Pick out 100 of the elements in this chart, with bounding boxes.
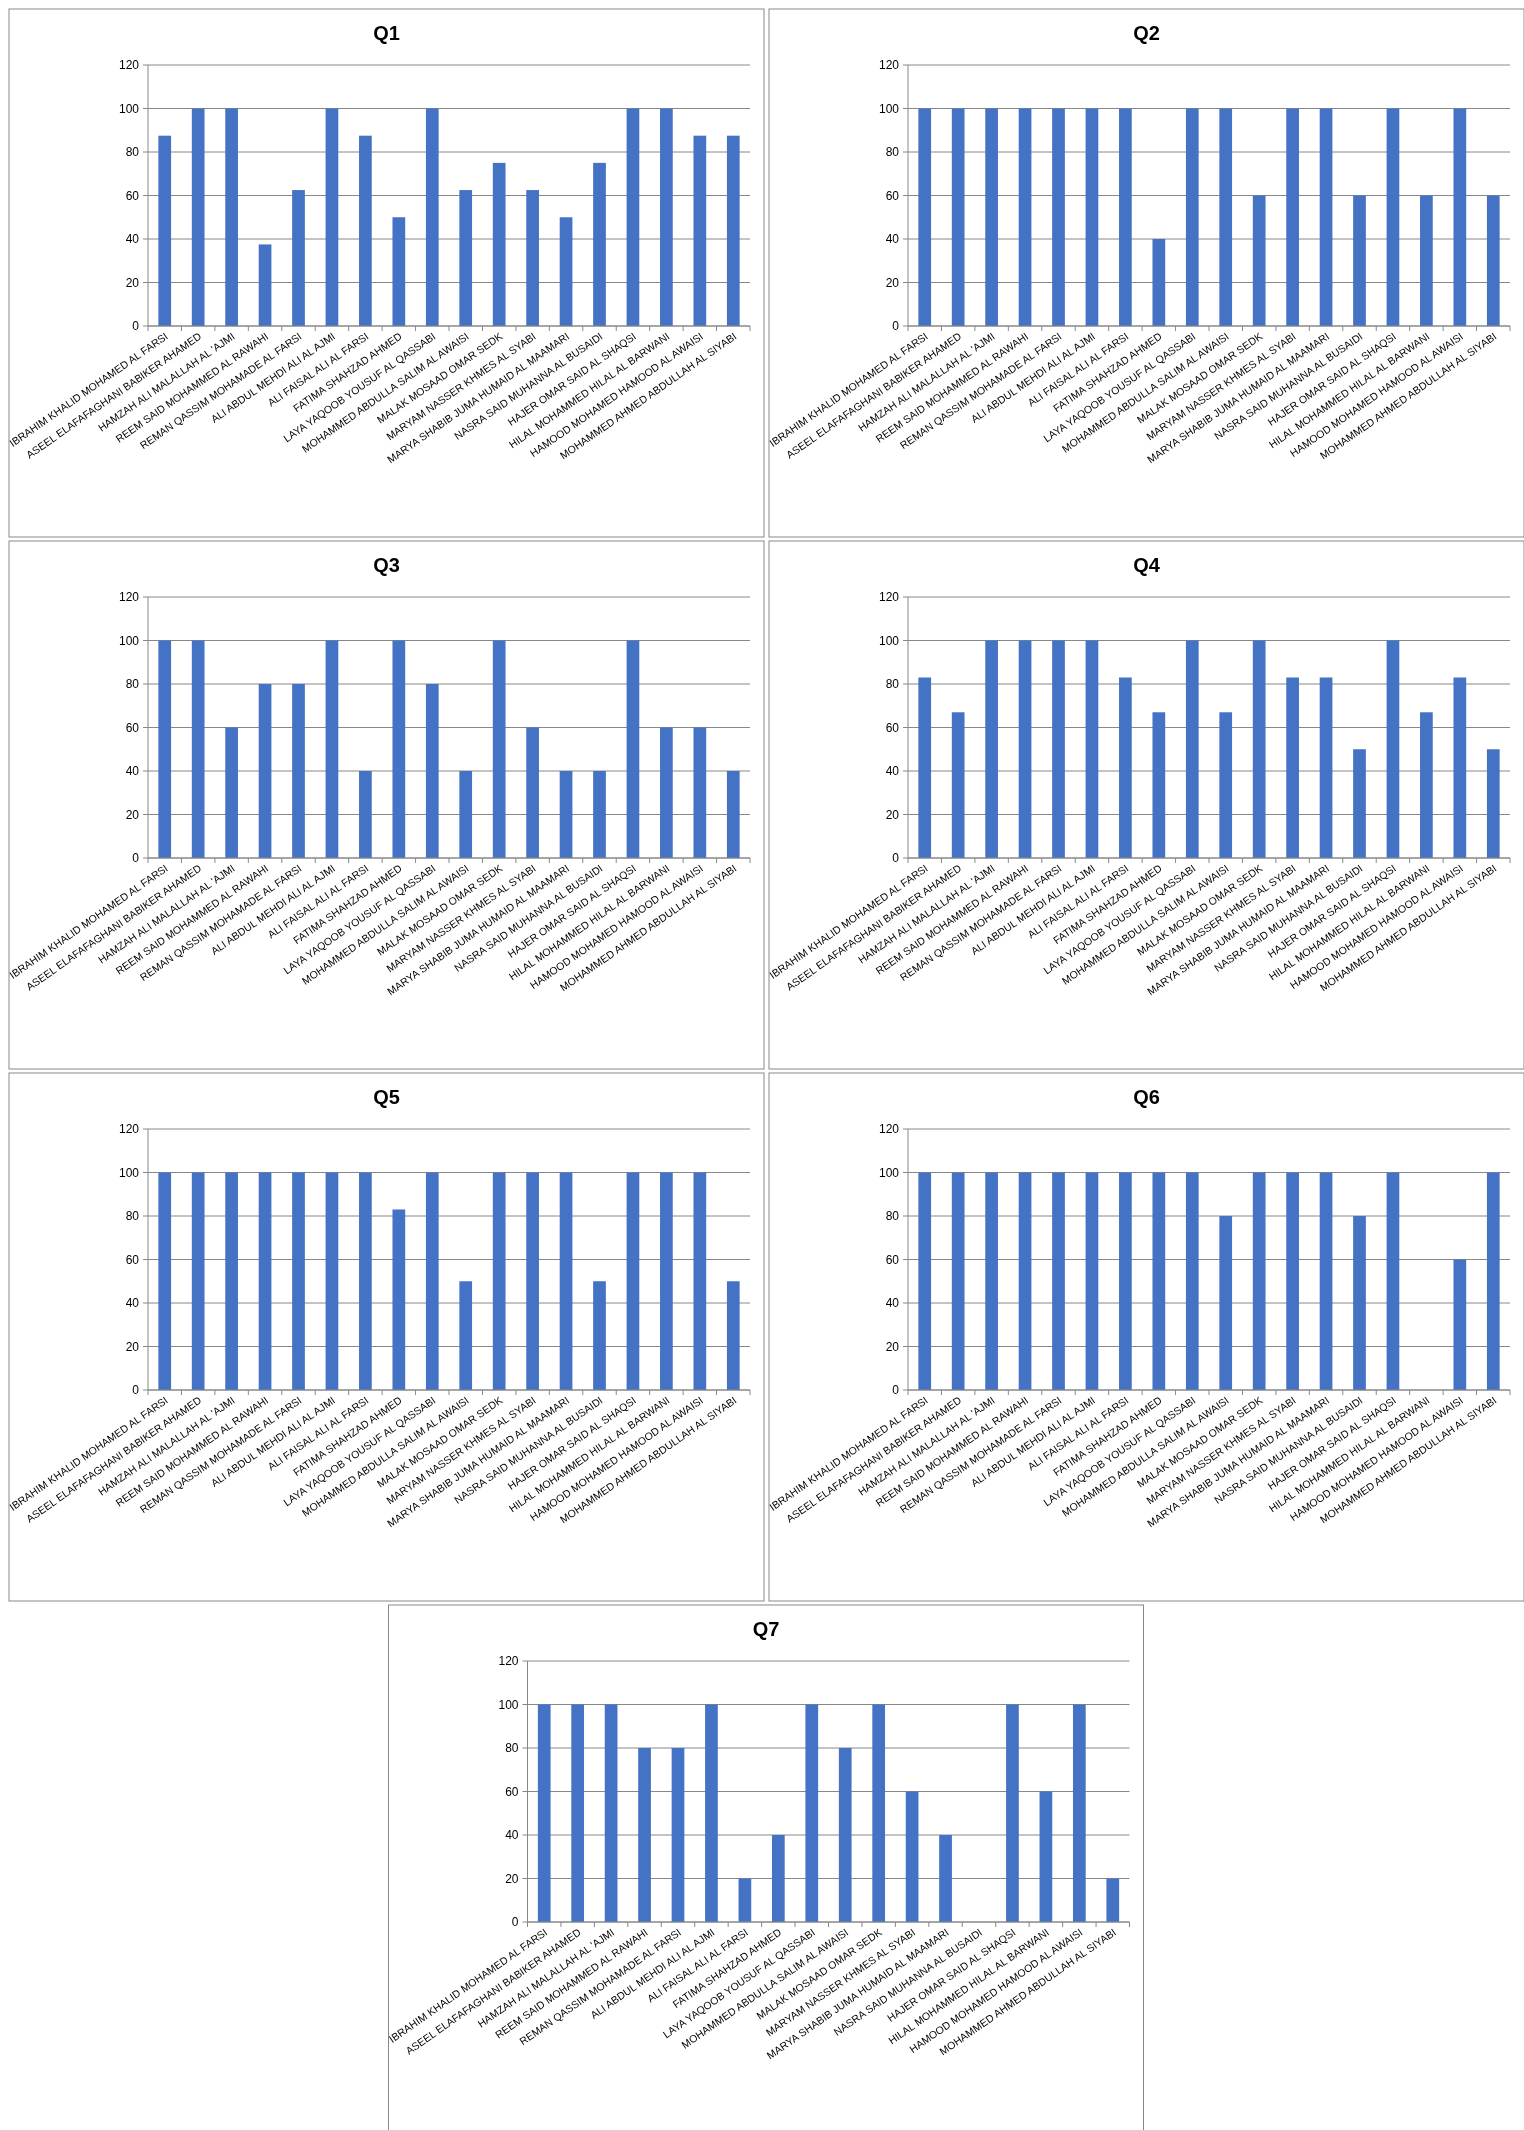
bar <box>1353 195 1366 326</box>
chart-title: Q3 <box>373 554 400 576</box>
y-tick-label: 40 <box>885 764 900 779</box>
bar <box>1152 239 1166 326</box>
bar <box>1219 108 1233 326</box>
y-tick-label: 120 <box>118 1122 140 1137</box>
y-tick-label: 40 <box>885 232 900 247</box>
y-tick-label: 100 <box>878 1165 900 1180</box>
bar <box>258 244 272 326</box>
y-tick-label: 0 <box>511 1915 519 1930</box>
y-tick-label: 100 <box>118 633 140 648</box>
y-tick-label: 40 <box>125 1296 140 1311</box>
bar <box>1052 1172 1065 1390</box>
bar <box>1353 749 1366 858</box>
y-tick-label: 0 <box>892 851 900 866</box>
y-tick-label: 40 <box>505 1828 519 1843</box>
bar <box>1453 677 1467 858</box>
bar <box>771 1835 785 1922</box>
bar <box>1319 108 1333 326</box>
bar <box>559 1172 573 1390</box>
y-tick-label: 60 <box>505 1784 519 1799</box>
y-tick-label: 80 <box>885 677 900 692</box>
bar <box>425 684 439 858</box>
bar <box>593 771 606 858</box>
bar <box>1420 195 1433 326</box>
bar <box>526 727 539 858</box>
bar <box>918 1172 932 1390</box>
bar <box>1386 1172 1400 1390</box>
bar <box>905 1791 919 1922</box>
bar <box>492 1172 506 1390</box>
y-tick-label: 20 <box>885 807 900 822</box>
chart-title: Q6 <box>1133 1086 1160 1108</box>
bar <box>325 640 339 858</box>
bar <box>225 727 238 858</box>
y-tick-label: 80 <box>125 145 140 160</box>
bar <box>425 108 439 326</box>
bar <box>1119 677 1132 858</box>
bar <box>425 1172 439 1390</box>
bar <box>258 1172 272 1390</box>
bar <box>1018 640 1032 858</box>
bar <box>258 684 272 858</box>
bar <box>951 712 965 858</box>
bar <box>1018 108 1032 326</box>
bar <box>1152 712 1166 858</box>
y-tick-label: 20 <box>125 275 140 290</box>
bar <box>1252 640 1266 858</box>
bar <box>1085 640 1099 858</box>
chart-title: Q5 <box>373 1086 400 1108</box>
bar <box>392 1209 406 1390</box>
bar <box>985 1172 998 1390</box>
bar <box>1185 640 1199 858</box>
bar <box>158 1172 172 1390</box>
y-tick-label: 80 <box>885 145 900 160</box>
bar <box>985 640 998 858</box>
bar <box>1286 1172 1299 1390</box>
bar <box>526 1172 539 1390</box>
y-tick-label: 80 <box>125 1209 140 1224</box>
bar <box>158 135 172 326</box>
bar <box>1252 195 1266 326</box>
bar <box>951 1172 965 1390</box>
bar <box>626 640 640 858</box>
bar <box>626 108 640 326</box>
bar <box>1018 1172 1032 1390</box>
bar <box>292 1172 305 1390</box>
bar <box>660 727 673 858</box>
bar <box>838 1748 852 1922</box>
bar <box>805 1704 819 1922</box>
bar <box>191 1172 205 1390</box>
bar <box>693 135 707 326</box>
y-tick-label: 0 <box>132 319 140 334</box>
bar <box>726 135 740 326</box>
y-tick-label: 0 <box>892 1383 900 1398</box>
y-tick-label: 60 <box>125 720 140 735</box>
bar <box>1072 1704 1086 1922</box>
bar <box>1006 1704 1019 1922</box>
bar <box>1252 1172 1266 1390</box>
bar <box>1219 712 1233 858</box>
bar <box>225 108 238 326</box>
bar <box>359 1172 372 1390</box>
y-tick-label: 80 <box>505 1741 519 1756</box>
bar <box>1353 1216 1366 1390</box>
bar <box>292 190 305 326</box>
chart-title: Q2 <box>1133 22 1160 44</box>
bar <box>392 640 406 858</box>
bar <box>604 1704 618 1922</box>
bar <box>191 640 205 858</box>
bar <box>593 162 606 326</box>
bar <box>939 1835 952 1922</box>
bar <box>1106 1878 1120 1922</box>
y-tick-label: 120 <box>878 58 900 73</box>
bar <box>559 217 573 326</box>
bar <box>158 640 172 858</box>
bar <box>1119 1172 1132 1390</box>
y-tick-label: 0 <box>892 319 900 334</box>
y-tick-label: 80 <box>885 1209 900 1224</box>
bar <box>1386 640 1400 858</box>
bar <box>459 1281 473 1390</box>
chart-title: Q1 <box>373 22 400 44</box>
y-tick-label: 60 <box>885 1252 900 1267</box>
bar <box>918 108 932 326</box>
